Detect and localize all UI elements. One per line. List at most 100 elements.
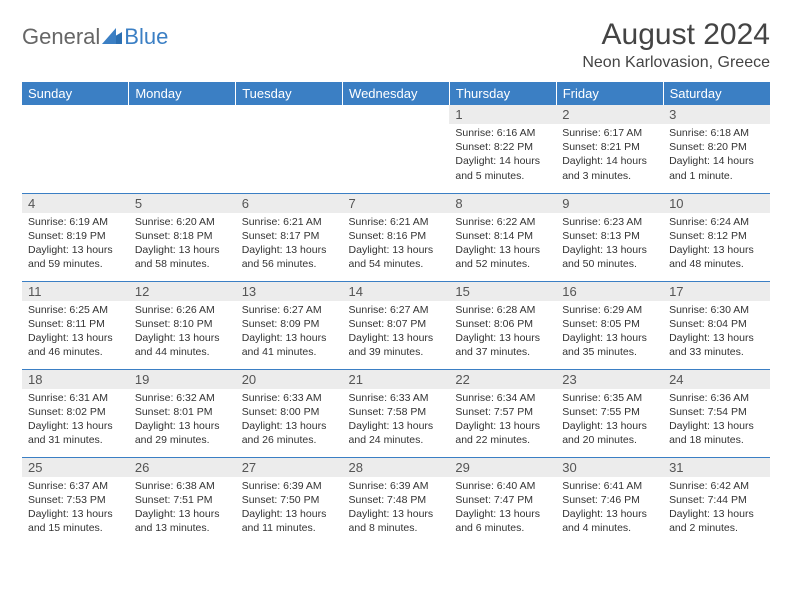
- day-number-empty: [22, 105, 129, 125]
- day-number: 26: [129, 458, 236, 477]
- daylight-text: Daylight: 13 hours and 54 minutes.: [349, 243, 444, 271]
- calendar-day-cell: 31Sunrise: 6:42 AMSunset: 7:44 PMDayligh…: [663, 457, 770, 545]
- sunset-text: Sunset: 8:12 PM: [669, 229, 764, 243]
- day-details: Sunrise: 6:16 AMSunset: 8:22 PMDaylight:…: [449, 124, 556, 187]
- day-number: 8: [449, 194, 556, 213]
- day-number: 27: [236, 458, 343, 477]
- sunset-text: Sunset: 8:02 PM: [28, 405, 123, 419]
- calendar-body: 1Sunrise: 6:16 AMSunset: 8:22 PMDaylight…: [22, 105, 770, 545]
- sunset-text: Sunset: 8:17 PM: [242, 229, 337, 243]
- brand-mark-icon: [102, 24, 122, 50]
- sunset-text: Sunset: 8:20 PM: [669, 140, 764, 154]
- day-details: Sunrise: 6:41 AMSunset: 7:46 PMDaylight:…: [556, 477, 663, 540]
- day-details: Sunrise: 6:20 AMSunset: 8:18 PMDaylight:…: [129, 213, 236, 276]
- calendar-day-cell: 10Sunrise: 6:24 AMSunset: 8:12 PMDayligh…: [663, 193, 770, 281]
- weekday-header: Tuesday: [236, 82, 343, 105]
- brand-part1: General: [22, 24, 100, 50]
- day-number: 13: [236, 282, 343, 301]
- calendar-week-row: 18 Sunrise: 6:31 AMSunset: 8:02 PM Dayligh…: [22, 369, 770, 457]
- calendar-week-row: 1Sunrise: 6:16 AMSunset: 8:22 PMDaylight…: [22, 105, 770, 193]
- day-number: 10: [663, 194, 770, 213]
- calendar-day-cell: 8Sunrise: 6:22 AMSunset: 8:14 PMDaylight…: [449, 193, 556, 281]
- calendar-header-row: SundayMondayTuesdayWednesdayThursdayFrid…: [22, 82, 770, 105]
- calendar-day-cell: 5Sunrise: 6:20 AMSunset: 8:18 PMDaylight…: [129, 193, 236, 281]
- calendar-day-cell: [343, 105, 450, 193]
- day-details: Sunrise: 6:22 AMSunset: 8:14 PMDaylight:…: [449, 213, 556, 276]
- sunset-text: Sunset: 7:58 PM: [349, 405, 444, 419]
- day-number: 6: [236, 194, 343, 213]
- sunrise-text: Sunrise: 6:39 AM: [349, 479, 444, 493]
- day-number: 9: [556, 194, 663, 213]
- calendar-day-cell: [22, 105, 129, 193]
- calendar-week-row: 11Sunrise: 6:25 AMSunset: 8:11 PMDayligh…: [22, 281, 770, 369]
- daylight-text: Daylight: 14 hours and 3 minutes.: [562, 154, 657, 182]
- daylight-text: Daylight: 13 hours and 48 minutes.: [669, 243, 764, 271]
- sunrise-text: Sunrise: 6:34 AM: [455, 391, 550, 405]
- sunrise-text: Sunrise: 6:23 AM: [562, 215, 657, 229]
- sunset-text: Sunset: 8:10 PM: [135, 317, 230, 331]
- location-label: Neon Karlovasion, Greece: [582, 54, 770, 72]
- day-number: 12: [129, 282, 236, 301]
- day-details: Sunrise: 6:25 AMSunset: 8:11 PMDaylight:…: [22, 301, 129, 364]
- day-number: 21: [343, 370, 450, 389]
- sunrise-text: Sunrise: 6:31 AM: [28, 391, 123, 405]
- sunset-text: Sunset: 7:44 PM: [669, 493, 764, 507]
- calendar-day-cell: 26Sunrise: 6:38 AMSunset: 7:51 PMDayligh…: [129, 457, 236, 545]
- calendar-day-cell: 3Sunrise: 6:18 AMSunset: 8:20 PMDaylight…: [663, 105, 770, 193]
- daylight-text: Daylight: 13 hours and 52 minutes.: [455, 243, 550, 271]
- daylight-text: Daylight: 13 hours and 29 minutes.: [135, 419, 230, 447]
- day-details: Sunrise: 6:17 AMSunset: 8:21 PMDaylight:…: [556, 124, 663, 187]
- day-details: Sunrise: 6:40 AMSunset: 7:47 PMDaylight:…: [449, 477, 556, 540]
- day-number: 19: [129, 370, 236, 389]
- sunset-text: Sunset: 8:19 PM: [28, 229, 123, 243]
- day-details: Sunrise: 6:29 AMSunset: 8:05 PMDaylight:…: [556, 301, 663, 364]
- brand-part2: Blue: [124, 24, 168, 50]
- calendar-day-cell: 15Sunrise: 6:28 AMSunset: 8:06 PMDayligh…: [449, 281, 556, 369]
- day-number: 30: [556, 458, 663, 477]
- day-number: 1: [449, 105, 556, 124]
- day-details: Sunrise: 6:38 AMSunset: 7:51 PMDaylight:…: [129, 477, 236, 540]
- calendar-day-cell: 18Sunrise: 6:31 AMSunset: 8:02 PMDayligh…: [22, 369, 129, 457]
- daylight-text: Daylight: 13 hours and 2 minutes.: [669, 507, 764, 535]
- sunrise-text: Sunrise: 6:38 AM: [135, 479, 230, 493]
- daylight-text: Daylight: 13 hours and 20 minutes.: [562, 419, 657, 447]
- day-details: Sunrise: 6:26 AMSunset: 8:10 PMDaylight:…: [129, 301, 236, 364]
- daylight-text: Daylight: 13 hours and 22 minutes.: [455, 419, 550, 447]
- daylight-text: Daylight: 13 hours and 4 minutes.: [562, 507, 657, 535]
- calendar-day-cell: 25Sunrise: 6:37 AMSunset: 7:53 PMDayligh…: [22, 457, 129, 545]
- daylight-text: Daylight: 13 hours and 11 minutes.: [242, 507, 337, 535]
- sunset-text: Sunset: 7:55 PM: [562, 405, 657, 419]
- sunrise-text: Sunrise: 6:24 AM: [669, 215, 764, 229]
- month-title: August 2024: [582, 18, 770, 52]
- sunset-text: Sunset: 8:22 PM: [455, 140, 550, 154]
- daylight-text: Daylight: 13 hours and 46 minutes.: [28, 331, 123, 359]
- day-number-empty: [129, 105, 236, 125]
- calendar-day-cell: 1Sunrise: 6:16 AMSunset: 8:22 PMDaylight…: [449, 105, 556, 193]
- day-number: 16: [556, 282, 663, 301]
- daylight-text: Daylight: 13 hours and 6 minutes.: [455, 507, 550, 535]
- sunrise-text: Sunrise: 6:21 AM: [242, 215, 337, 229]
- day-details: Sunrise: 6:27 AMSunset: 8:09 PMDaylight:…: [236, 301, 343, 364]
- sunset-text: Sunset: 7:54 PM: [669, 405, 764, 419]
- weekday-header: Wednesday: [343, 82, 450, 105]
- day-details: Sunrise: 6:37 AMSunset: 7:53 PMDaylight:…: [22, 477, 129, 540]
- sunrise-text: Sunrise: 6:39 AM: [242, 479, 337, 493]
- sunset-text: Sunset: 8:09 PM: [242, 317, 337, 331]
- calendar-week-row: 25Sunrise: 6:37 AMSunset: 7:53 PMDayligh…: [22, 457, 770, 545]
- day-number: 28: [343, 458, 450, 477]
- day-number: 31: [663, 458, 770, 477]
- daylight-text: Daylight: 13 hours and 18 minutes.: [669, 419, 764, 447]
- page-header: General Blue August 2024 Neon Karlovasio…: [22, 18, 770, 72]
- sunrise-text: Sunrise: 6:27 AM: [349, 303, 444, 317]
- day-details: Sunrise: 6:24 AMSunset: 8:12 PMDaylight:…: [663, 213, 770, 276]
- sunrise-text: Sunrise: 6:25 AM: [28, 303, 123, 317]
- weekday-header: Thursday: [449, 82, 556, 105]
- day-number: 18: [22, 370, 129, 389]
- sunset-text: Sunset: 7:47 PM: [455, 493, 550, 507]
- sunset-text: Sunset: 8:11 PM: [28, 317, 123, 331]
- sunset-text: Sunset: 8:05 PM: [562, 317, 657, 331]
- calendar-day-cell: 7Sunrise: 6:21 AMSunset: 8:16 PMDaylight…: [343, 193, 450, 281]
- calendar-day-cell: 21Sunrise: 6:33 AMSunset: 7:58 PMDayligh…: [343, 369, 450, 457]
- title-block: August 2024 Neon Karlovasion, Greece: [582, 18, 770, 72]
- day-number-empty: [236, 105, 343, 125]
